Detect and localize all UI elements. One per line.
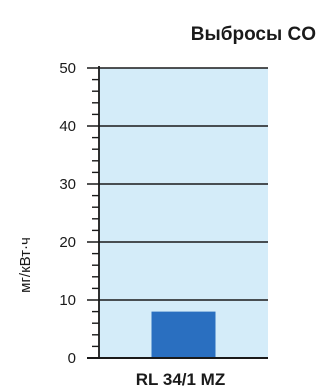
- y-tick-label-10: 10: [59, 292, 76, 309]
- chart-title: Выбросы CO: [191, 24, 316, 45]
- bars: [152, 312, 216, 358]
- y-tick-labels: 0 10 20 30 40 50: [59, 60, 76, 367]
- y-tick-label-20: 20: [59, 234, 76, 251]
- bar-0: [152, 312, 216, 358]
- y-tick-label-40: 40: [59, 118, 76, 135]
- minor-ticks: [92, 80, 99, 347]
- y-tick-label-0: 0: [68, 350, 76, 367]
- y-axis-label: мг/кВт·ч: [17, 237, 34, 293]
- category-labels: RL 34/1 MZ: [136, 370, 225, 389]
- y-tick-label-30: 30: [59, 176, 76, 193]
- y-tick-label-50: 50: [59, 60, 76, 77]
- category-label-0: RL 34/1 MZ: [136, 370, 225, 389]
